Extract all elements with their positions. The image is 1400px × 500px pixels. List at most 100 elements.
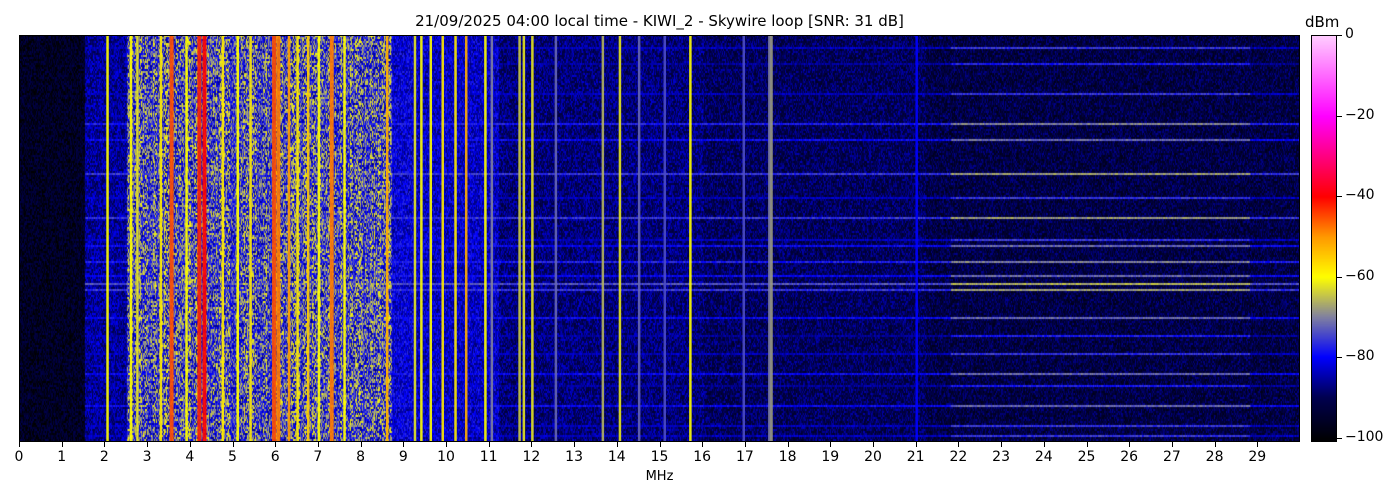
colorbar-tick-label: −80 xyxy=(1345,348,1375,365)
x-tick-label: 20 xyxy=(864,449,882,465)
waterfall-heatmap xyxy=(20,36,1299,441)
x-tick xyxy=(1001,442,1003,447)
carrier-line xyxy=(221,36,225,441)
carrier-line xyxy=(770,36,773,441)
colorbar-tick-label: −60 xyxy=(1345,267,1375,284)
x-tick xyxy=(19,442,20,447)
waterfall-plot xyxy=(19,35,1300,442)
x-tick xyxy=(702,442,704,447)
carrier-line xyxy=(249,36,252,441)
colorbar-tick xyxy=(1337,35,1342,36)
x-tick xyxy=(787,442,789,447)
x-tick-label: 3 xyxy=(142,449,152,465)
carrier-line xyxy=(202,36,207,441)
carrier-line xyxy=(272,36,277,441)
carrier-line xyxy=(490,36,494,441)
carrier-line xyxy=(276,36,281,441)
colorbar-tick xyxy=(1337,357,1342,359)
x-tick-label: 16 xyxy=(693,449,712,465)
x-tick xyxy=(360,442,362,447)
carrier-line xyxy=(385,36,389,441)
carrier-line xyxy=(185,36,188,441)
x-tick-label: 23 xyxy=(992,449,1010,465)
x-tick xyxy=(317,442,319,447)
carrier-line xyxy=(637,36,641,441)
x-tick xyxy=(61,442,63,447)
carrier-line xyxy=(554,36,558,441)
carrier-line xyxy=(663,36,667,441)
x-tick xyxy=(958,442,960,447)
colorbar-tick xyxy=(1337,437,1342,439)
x-tick-label: 6 xyxy=(270,449,280,465)
x-tick-label: 1 xyxy=(57,449,67,465)
x-tick-label: 21 xyxy=(906,449,925,465)
colorbar-tick xyxy=(1337,196,1342,198)
x-tick-label: 27 xyxy=(1162,449,1181,465)
carrier-line xyxy=(618,36,622,441)
carrier-line xyxy=(306,36,310,441)
carrier-line xyxy=(106,36,109,441)
x-tick xyxy=(446,442,447,447)
carrier-line xyxy=(915,36,918,441)
x-tick xyxy=(659,442,661,447)
colorbar-tick xyxy=(1337,115,1342,117)
carrier-line xyxy=(454,36,457,441)
x-tick xyxy=(403,442,405,447)
x-tick xyxy=(574,442,576,447)
x-tick-label: 10 xyxy=(437,449,455,465)
carrier-line xyxy=(768,36,771,441)
x-tick xyxy=(1086,442,1088,447)
carrier-line xyxy=(420,36,423,441)
carrier-line xyxy=(441,36,444,441)
x-tick xyxy=(147,442,149,447)
x-tick-label: 4 xyxy=(185,449,195,465)
x-tick-label: 26 xyxy=(1120,449,1139,465)
carrier-line xyxy=(522,36,526,441)
carrier-line xyxy=(413,36,417,441)
x-tick xyxy=(915,442,917,447)
carrier-line xyxy=(429,36,433,441)
x-tick-label: 22 xyxy=(949,449,968,465)
carrier-line xyxy=(287,36,291,441)
x-tick xyxy=(104,442,106,447)
x-tick xyxy=(616,442,618,447)
carrier-line xyxy=(343,36,346,441)
x-tick-label: 28 xyxy=(1205,449,1224,465)
x-tick-label: 13 xyxy=(565,449,583,465)
x-tick-label: 2 xyxy=(99,449,109,465)
carrier-line xyxy=(317,36,321,441)
colorbar-axis: 0 −20 −40 −60 −80 −100 xyxy=(1337,26,1397,445)
carrier-line xyxy=(329,36,334,441)
x-tick xyxy=(189,442,191,447)
colorbar-label: dBm xyxy=(1305,13,1340,31)
colorbar xyxy=(1311,35,1337,442)
colorbar-tick-label: −100 xyxy=(1345,428,1384,445)
carrier-line xyxy=(484,36,487,441)
carrier-layer xyxy=(106,36,918,441)
x-tick xyxy=(488,442,490,447)
carrier-line xyxy=(601,36,605,441)
x-tick xyxy=(1043,442,1045,447)
carrier-line xyxy=(296,36,299,441)
x-tick xyxy=(531,442,533,447)
x-tick-label: 8 xyxy=(356,449,366,465)
x-tick xyxy=(744,442,746,447)
carrier-line xyxy=(169,36,174,441)
x-tick xyxy=(830,442,832,447)
x-tick-label: 24 xyxy=(1034,449,1053,465)
chart-title: 21/09/2025 04:00 local time - KIWI_2 - S… xyxy=(415,12,904,30)
x-tick xyxy=(1129,442,1131,447)
carrier-line xyxy=(197,36,202,441)
x-tick-label: 11 xyxy=(479,449,498,465)
colorbar-tick-label: 0 xyxy=(1345,26,1354,42)
x-tick xyxy=(275,442,277,447)
x-tick-label: 29 xyxy=(1248,449,1267,465)
carrier-line xyxy=(159,36,163,441)
carrier-line xyxy=(136,36,139,441)
x-tick-label: 18 xyxy=(778,449,797,465)
x-tick-label: 14 xyxy=(607,449,626,465)
x-axis: 0 1 2 3 4 5 6 7 8 9 10 11 12 13 14 15 16 17 18 19 20 21 22 23 24… xyxy=(15,442,1300,472)
carrier-line xyxy=(236,36,240,441)
carrier-line xyxy=(689,36,692,441)
x-tick-label: 19 xyxy=(821,449,840,465)
